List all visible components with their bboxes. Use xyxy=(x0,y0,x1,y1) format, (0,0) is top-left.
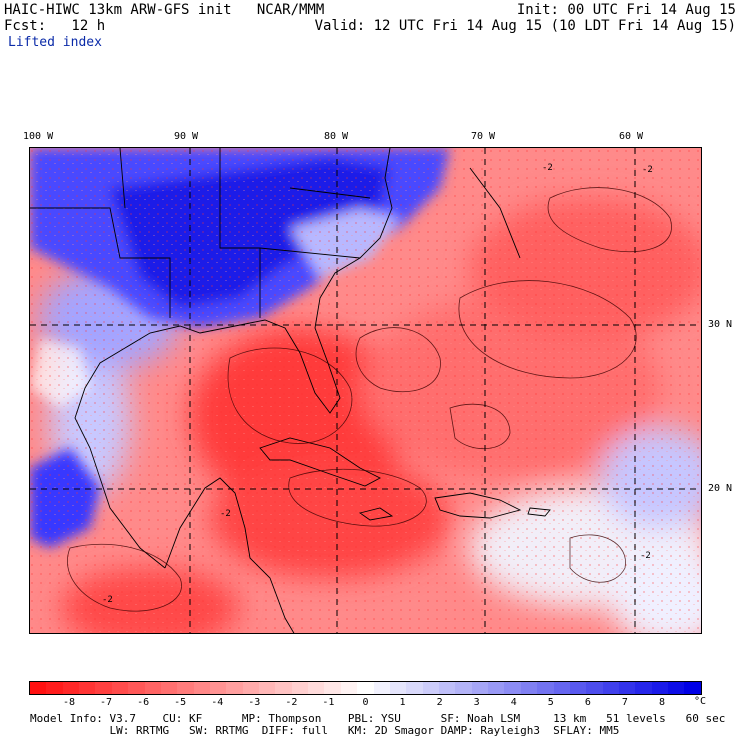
colorbar-swatch xyxy=(520,682,538,694)
colorbar-swatch xyxy=(275,682,292,694)
contour-label: -2 xyxy=(642,165,653,175)
init-time: Init: 00 UTC Fri 14 Aug 15 xyxy=(516,2,736,18)
colorbar-swatch xyxy=(160,682,178,694)
colorbar-swatch xyxy=(324,682,341,694)
colorbar-swatch xyxy=(209,682,227,694)
colorbar-swatch xyxy=(95,682,112,694)
colorbar-tick-label: -4 xyxy=(211,697,224,708)
colorbar-swatch xyxy=(537,682,554,694)
colorbar-tick-label: 3 xyxy=(473,697,480,708)
colorbar-swatch xyxy=(438,682,456,694)
colorbar-swatch xyxy=(586,682,603,694)
colorbar-swatch xyxy=(406,682,423,694)
colorbar-swatch xyxy=(651,682,669,694)
colorbar-tick-label: -2 xyxy=(285,697,298,708)
coastlines xyxy=(30,148,551,633)
model-info-line1: Model Info: V3.7 CU: KF MP: Thompson PBL… xyxy=(30,712,726,725)
model-info-line2: LW: RRTMG SW: RRTMG DIFF: full KM: 2D Sm… xyxy=(30,724,620,737)
colorbar-swatch xyxy=(635,682,652,694)
colorbar-swatch xyxy=(471,682,489,694)
colorbar-tick-label: 0 xyxy=(362,697,369,708)
colorbar-swatch xyxy=(389,682,407,694)
contour-lines xyxy=(67,187,672,612)
forecast-hour: Fcst: 12 h xyxy=(4,18,106,34)
colorbar-tick-label: -7 xyxy=(100,697,113,708)
colorbar-swatch xyxy=(226,682,243,694)
lon-label-90w: 90 W xyxy=(174,131,199,142)
colorbar-tick-label: 1 xyxy=(399,697,406,708)
colorbar-tick-label: -6 xyxy=(137,697,150,708)
colorbar-swatch xyxy=(504,682,521,694)
colorbar-tick-label: 5 xyxy=(547,697,554,708)
colorbar-tick-label: 8 xyxy=(658,697,666,708)
colorbar-swatch xyxy=(242,682,260,694)
colorbar-swatch xyxy=(357,682,374,694)
colorbar-tick-label: 6 xyxy=(584,697,591,708)
lifted-index-map: -2 -2 -2 -2 -2 xyxy=(29,147,702,634)
lon-label-80w: 80 W xyxy=(324,131,349,142)
contour-label: -2 xyxy=(640,551,651,561)
lon-label-70w: 70 W xyxy=(471,131,496,142)
colorbar-swatch xyxy=(177,682,194,694)
colorbar-unit: °C xyxy=(694,696,707,707)
graticule xyxy=(30,148,701,633)
colorbar-swatch xyxy=(553,682,570,694)
lat-label-30n: 30 N xyxy=(708,319,733,330)
colorbar xyxy=(29,681,702,695)
colorbar-tick-label: -5 xyxy=(174,697,187,708)
colorbar-swatch xyxy=(668,682,685,694)
colorbar-swatch xyxy=(259,682,276,694)
colorbar-swatch xyxy=(373,682,390,694)
colorbar-tick-label: 2 xyxy=(436,697,443,708)
colorbar-swatch xyxy=(111,682,129,694)
colorbar-swatch xyxy=(144,682,161,694)
colorbar-tick-label: -1 xyxy=(322,697,335,708)
colorbar-tick-label: 7 xyxy=(621,697,628,708)
colorbar-swatch xyxy=(340,682,358,694)
colorbar-swatch xyxy=(46,682,63,694)
colorbar-swatch xyxy=(128,682,145,694)
colorbar-tick-label: -3 xyxy=(248,697,261,708)
colorbar-swatch xyxy=(422,682,439,694)
map-canvas xyxy=(30,148,701,633)
contour-label: -2 xyxy=(102,595,113,605)
lon-label-100w: 100 W xyxy=(23,131,54,142)
valid-time: Valid: 12 UTC Fri 14 Aug 15 (10 LDT Fri … xyxy=(314,18,736,34)
colorbar-swatch xyxy=(455,682,472,694)
colorbar-swatch xyxy=(618,682,636,694)
lat-label-20n: 20 N xyxy=(708,483,733,494)
colorbar-swatch xyxy=(684,682,701,694)
model-title: HAIC-HIWC 13km ARW-GFS init NCAR/MMM xyxy=(4,2,325,18)
colorbar-swatch xyxy=(602,682,619,694)
colorbar-swatch xyxy=(193,682,210,694)
colorbar-swatch xyxy=(30,682,47,694)
colorbar-swatch xyxy=(569,682,587,694)
field-name: Lifted index xyxy=(8,35,102,50)
colorbar-tick-label: 4 xyxy=(510,697,517,708)
contour-label: -2 xyxy=(220,509,231,519)
colorbar-swatch xyxy=(79,682,96,694)
colorbar-swatch xyxy=(308,682,325,694)
lon-label-60w: 60 W xyxy=(619,131,644,142)
colorbar-swatch xyxy=(488,682,505,694)
colorbar-swatch xyxy=(291,682,309,694)
contour-label: -2 xyxy=(542,163,553,173)
colorbar-tick-label: -8 xyxy=(62,697,76,708)
colorbar-swatch xyxy=(62,682,80,694)
field-texture xyxy=(30,148,701,633)
